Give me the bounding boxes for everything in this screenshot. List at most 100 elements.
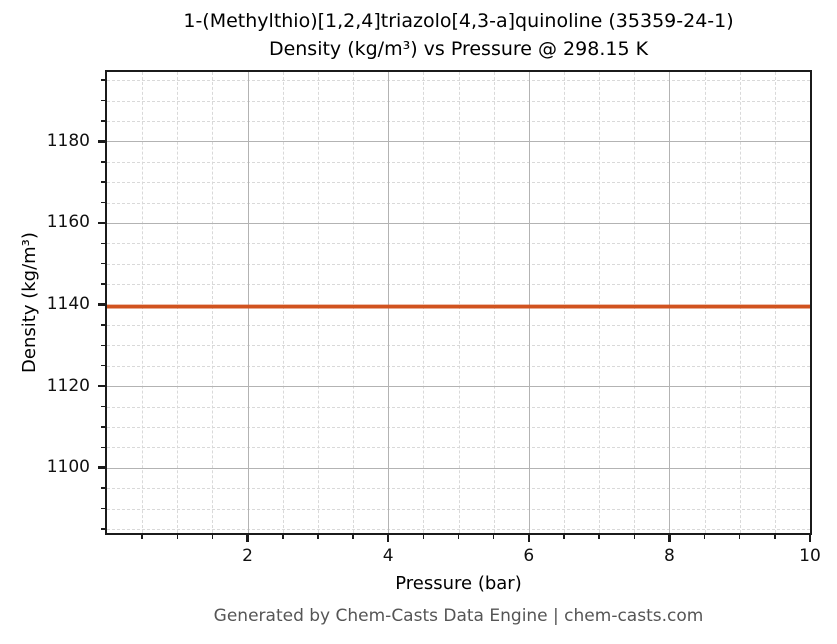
x-minor-tick	[211, 535, 214, 539]
x-tick-label: 10	[799, 546, 821, 566]
y-tick-label: 1100	[46, 457, 90, 478]
x-minor-gridline	[423, 72, 425, 533]
x-major-tick	[527, 535, 531, 542]
y-major-gridline	[107, 386, 810, 388]
y-minor-tick	[101, 283, 105, 285]
y-minor-tick	[101, 242, 105, 245]
x-minor-gridline	[634, 72, 636, 533]
y-tick-label: 1140	[46, 294, 90, 315]
y-minor-gridline	[107, 426, 810, 428]
y-minor-tick	[101, 262, 105, 265]
x-minor-tick	[352, 535, 354, 539]
x-minor-gridline	[599, 72, 601, 533]
x-major-tick	[668, 535, 671, 542]
y-major-tick	[98, 466, 105, 469]
y-minor-gridline	[107, 508, 810, 510]
y-minor-tick	[101, 364, 105, 367]
x-minor-gridline	[493, 72, 495, 533]
x-minor-gridline	[177, 72, 179, 533]
x-minor-tick	[738, 535, 741, 539]
y-minor-gridline	[107, 80, 810, 82]
y-minor-tick	[101, 487, 105, 489]
y-minor-tick	[101, 181, 105, 183]
y-major-tick	[98, 140, 105, 143]
y-minor-tick	[101, 405, 105, 408]
y-tick-label: 1120	[46, 375, 90, 396]
x-minor-tick	[317, 535, 319, 539]
y-major-tick	[98, 221, 105, 225]
y-minor-gridline	[107, 488, 810, 490]
y-minor-tick	[101, 161, 105, 163]
y-minor-tick	[101, 120, 105, 122]
y-major-tick	[98, 303, 105, 306]
x-minor-gridline	[458, 72, 460, 533]
x-major-gridline	[528, 72, 530, 533]
y-minor-tick	[101, 79, 105, 81]
y-minor-tick	[101, 344, 105, 347]
x-minor-gridline	[704, 72, 706, 533]
x-tick-label: 6	[523, 546, 535, 566]
x-axis-label: Pressure (bar)	[395, 573, 522, 594]
x-minor-gridline	[739, 72, 741, 533]
y-minor-gridline	[107, 202, 810, 204]
y-minor-gridline	[107, 406, 810, 408]
x-minor-tick	[176, 535, 179, 539]
x-minor-tick	[492, 535, 495, 539]
x-minor-gridline	[212, 72, 214, 533]
x-minor-tick	[563, 535, 565, 539]
y-major-gridline	[107, 222, 810, 224]
y-major-gridline	[107, 141, 810, 143]
y-minor-gridline	[107, 345, 810, 347]
x-minor-gridline	[563, 72, 565, 533]
y-minor-gridline	[107, 263, 810, 265]
x-minor-tick	[633, 535, 635, 539]
plot-area	[105, 70, 812, 535]
footer-credit: Generated by Chem-Casts Data Engine | ch…	[213, 606, 704, 626]
y-major-tick	[98, 384, 105, 388]
y-major-gridline	[107, 467, 810, 469]
x-major-gridline	[247, 72, 249, 533]
x-minor-gridline	[282, 72, 284, 533]
y-minor-gridline	[107, 182, 810, 184]
y-minor-tick	[101, 446, 105, 449]
x-tick-label: 2	[242, 546, 253, 566]
x-major-gridline	[388, 72, 390, 533]
x-minor-tick	[141, 535, 143, 539]
y-minor-gridline	[107, 100, 810, 102]
x-minor-gridline	[142, 72, 144, 533]
x-minor-gridline	[774, 72, 776, 533]
y-minor-gridline	[107, 243, 810, 245]
x-minor-tick	[422, 535, 425, 539]
x-minor-tick	[703, 535, 706, 539]
x-major-tick	[386, 535, 390, 542]
y-minor-tick	[101, 507, 105, 510]
y-minor-gridline	[107, 365, 810, 367]
y-tick-label: 1180	[46, 130, 90, 151]
y-minor-gridline	[107, 324, 810, 326]
y-minor-tick	[101, 99, 105, 102]
chart-title: 1-(Methylthio)[1,2,4]triazolo[4,3-a]quin…	[107, 7, 810, 63]
y-minor-tick	[101, 201, 105, 204]
chart-title-line2: Density (kg/m³) vs Pressure @ 298.15 K	[268, 38, 649, 60]
x-minor-gridline	[317, 72, 319, 533]
y-minor-gridline	[107, 447, 810, 449]
x-tick-label: 4	[382, 546, 394, 566]
chart-title-line1: 1-(Methylthio)[1,2,4]triazolo[4,3-a]quin…	[183, 10, 734, 32]
y-minor-gridline	[107, 120, 810, 122]
x-minor-tick	[282, 535, 284, 539]
y-minor-tick	[101, 426, 105, 428]
x-major-gridline	[669, 72, 671, 533]
y-minor-gridline	[107, 284, 810, 286]
x-major-tick	[246, 535, 249, 542]
y-minor-tick	[101, 324, 105, 326]
x-minor-tick	[457, 535, 460, 539]
x-minor-gridline	[353, 72, 355, 533]
y-tick-label: 1160	[46, 212, 90, 233]
x-minor-tick	[774, 535, 776, 539]
x-minor-tick	[598, 535, 600, 539]
x-major-tick	[808, 535, 812, 542]
y-minor-gridline	[107, 161, 810, 163]
x-tick-label: 8	[663, 546, 675, 566]
plot-canvas	[107, 304, 810, 309]
